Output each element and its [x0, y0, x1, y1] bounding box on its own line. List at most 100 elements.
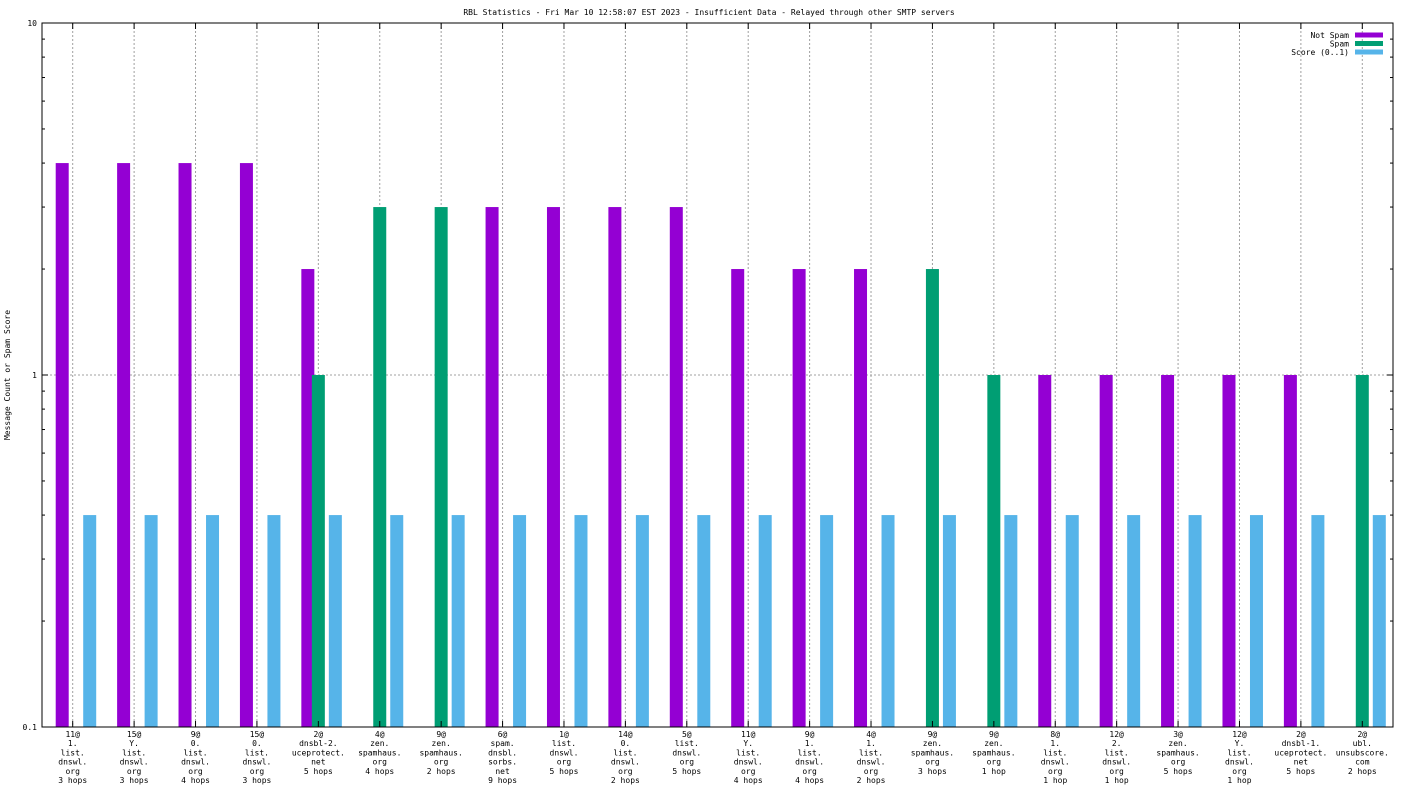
x-tick-label-line: 5 hops: [550, 767, 579, 776]
x-tick-label: 5@ list. dnswl. org 5 hops: [672, 730, 701, 776]
x-tick-label-line: 12@: [1109, 730, 1124, 739]
x-tick-label-line: 0.: [252, 739, 262, 748]
x-tick-label-line: 5 hops: [1286, 767, 1315, 776]
bar-score-0-1: [390, 515, 404, 727]
x-tick-label: 14@ 0. list. dnswl. org 2 hops: [611, 730, 640, 785]
bar-score-0-1: [1311, 515, 1325, 727]
x-tick-label-line: 9@: [928, 730, 938, 739]
bar-spam: [987, 375, 1001, 727]
x-tick-label-line: spamhaus.: [358, 748, 401, 757]
bar-not-spam: [55, 163, 69, 727]
x-tick-label-line: spamhaus.: [972, 748, 1015, 757]
x-tick-label-line: org: [188, 767, 203, 776]
bar-not-spam: [239, 163, 253, 727]
x-tick-label-line: 2 hops: [427, 767, 456, 776]
x-tick-label: 8@ 1. list. dnswl. org 1 hop: [1041, 730, 1070, 785]
bar-score-0-1: [697, 515, 711, 727]
x-tick-label-line: dnsbl.: [488, 748, 517, 757]
x-tick-label-line: 4 hops: [795, 776, 824, 785]
x-tick-label-line: 0.: [621, 739, 631, 748]
x-tick-label-line: list.: [183, 748, 207, 757]
x-tick-label-line: dnswl.: [1102, 758, 1131, 767]
bar-score-0-1: [267, 515, 281, 727]
x-tick-label-line: 2@: [1296, 730, 1306, 739]
x-tick-label-line: Y.: [1235, 739, 1245, 748]
bar-spam: [311, 375, 325, 727]
bar-not-spam: [1099, 375, 1113, 727]
x-tick-label-line: dnswl.: [672, 748, 701, 757]
x-tick-label-line: 1 hop: [1043, 776, 1067, 785]
x-tick-label-line: dnsbl-2.: [299, 739, 338, 748]
bar-score-0-1: [513, 515, 527, 727]
x-tick-label: 1@ list. dnswl. org 5 hops: [550, 730, 579, 776]
bar-score-0-1: [206, 515, 220, 727]
x-tick-label-line: org: [802, 767, 817, 776]
bar-not-spam: [669, 207, 683, 727]
legend-swatch: [1355, 32, 1383, 38]
y-tick-label: 1: [32, 371, 37, 380]
x-tick-label-line: 1.: [68, 739, 78, 748]
x-tick-label-line: 2@: [1357, 730, 1367, 739]
bar-not-spam: [1038, 375, 1052, 727]
x-tick-label-line: list.: [798, 748, 822, 757]
x-tick-label-line: 3 hops: [120, 776, 149, 785]
x-tick-label-line: org: [434, 758, 449, 767]
x-tick-label-line: net: [1294, 758, 1309, 767]
x-tick-label-line: dnswl.: [120, 758, 149, 767]
x-tick-label-line: unsubscore.: [1336, 748, 1389, 757]
x-tick-label-line: 2 hops: [1348, 767, 1377, 776]
x-tick-label-line: dnswl.: [734, 758, 763, 767]
bar-not-spam: [1161, 375, 1175, 727]
x-tick-label-line: org: [1048, 767, 1063, 776]
x-tick-label-line: uceprotect.: [292, 748, 345, 757]
x-tick-label-line: 3 hops: [918, 767, 947, 776]
x-tick-label-line: 9@: [805, 730, 815, 739]
bar-not-spam: [117, 163, 131, 727]
y-tick-label: 0.1: [23, 723, 38, 732]
x-tick-label-line: org: [557, 758, 572, 767]
bar-not-spam: [608, 207, 622, 727]
x-tick-label-line: 2@: [314, 730, 324, 739]
x-tick-label: 3@ zen. spamhaus. org 5 hops: [1156, 730, 1199, 776]
bar-score-0-1: [1188, 515, 1202, 727]
x-tick-label-line: 3@: [1173, 730, 1183, 739]
x-tick-label-line: dnswl.: [795, 758, 824, 767]
x-tick-label-line: 8@: [1050, 730, 1060, 739]
x-tick-label-line: list.: [245, 748, 269, 757]
x-tick-label-line: dnswl.: [242, 758, 271, 767]
x-tick-label-line: 9@: [191, 730, 201, 739]
bar-spam: [434, 207, 448, 727]
x-tick-label-line: 4 hops: [734, 776, 763, 785]
x-tick-label-line: Y.: [743, 739, 753, 748]
bar-score-0-1: [942, 515, 956, 727]
x-tick-label: 9@ 0. list. dnswl. org 4 hops: [181, 730, 210, 785]
x-tick-label-line: zen.: [984, 739, 1003, 748]
x-tick-label-line: list.: [552, 739, 576, 748]
bar-score-0-1: [574, 515, 588, 727]
x-tick-label-line: 2 hops: [611, 776, 640, 785]
x-tick-label-line: 6@: [498, 730, 508, 739]
x-tick-label-line: list.: [736, 748, 760, 757]
bar-score-0-1: [758, 515, 772, 727]
x-tick-label-line: 11@: [741, 730, 756, 739]
bar-not-spam: [731, 269, 745, 727]
x-tick-label-line: 9@: [989, 730, 999, 739]
bar-not-spam: [546, 207, 560, 727]
bar-score-0-1: [1372, 515, 1386, 727]
x-tick-label-line: 1.: [1050, 739, 1060, 748]
x-tick-label-line: dnswl.: [58, 758, 87, 767]
x-tick-label-line: org: [741, 767, 756, 776]
bar-score-0-1: [1127, 515, 1141, 727]
x-tick-label: 9@ zen. spamhaus. org 1 hop: [972, 730, 1015, 776]
x-tick-label-line: 1 hop: [1227, 776, 1251, 785]
legend-swatch: [1355, 49, 1383, 55]
bar-not-spam: [178, 163, 192, 727]
x-tick-label: 9@ zen. spamhaus. org 3 hops: [911, 730, 954, 776]
bar-score-0-1: [1249, 515, 1263, 727]
x-tick-label-line: 9@: [436, 730, 446, 739]
x-tick-label-line: list.: [675, 739, 699, 748]
axis-ticks: 10 1 0.1: [23, 19, 1393, 732]
x-tick-label-line: 5 hops: [672, 767, 701, 776]
x-tick-label-line: 2.: [1112, 739, 1122, 748]
